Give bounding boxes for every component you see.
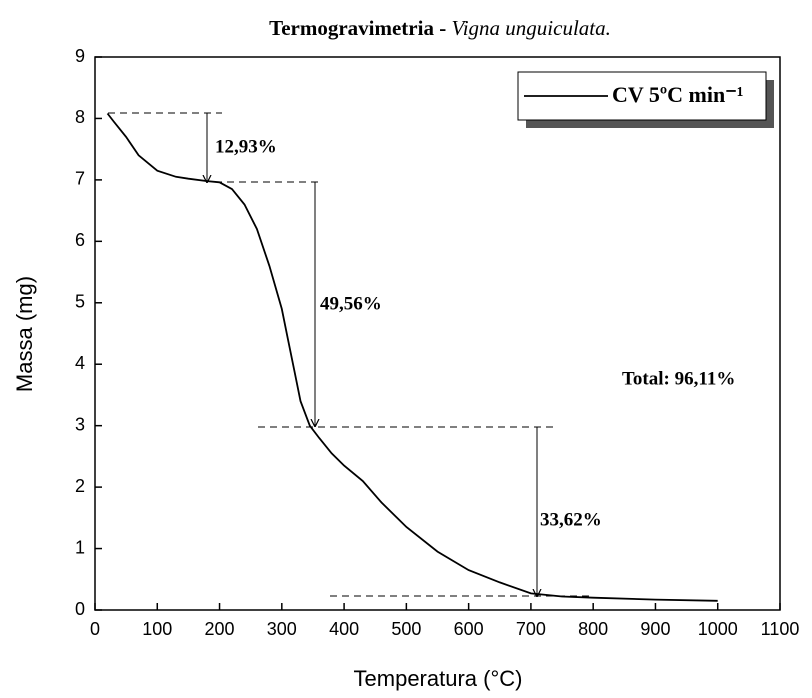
y-tick-label: 4 — [75, 353, 85, 373]
x-tick-label: 300 — [267, 619, 297, 639]
x-tick-label: 800 — [578, 619, 608, 639]
y-tick-label: 8 — [75, 107, 85, 127]
y-tick-label: 9 — [75, 46, 85, 66]
x-tick-label: 1100 — [761, 619, 800, 639]
title-species: Vigna unguiculata. — [451, 16, 610, 40]
x-tick-label: 900 — [640, 619, 670, 639]
y-tick-label: 3 — [75, 414, 85, 434]
x-tick-label: 400 — [329, 619, 359, 639]
plot-frame — [94, 56, 781, 611]
legend-label: CV 5ºC min⁻¹ — [612, 82, 743, 107]
x-tick-label: 100 — [142, 619, 172, 639]
annotation: 33,62% — [540, 509, 602, 530]
legend: CV 5ºC min⁻¹ — [517, 71, 774, 128]
data-line — [106, 112, 718, 602]
y-tick-label: 1 — [75, 537, 85, 557]
annotation: Total: 96,11% — [622, 368, 735, 389]
annotation: 49,56% — [320, 293, 382, 314]
x-tick-label: 200 — [205, 619, 235, 639]
annotation: 12,93% — [215, 136, 277, 157]
x-axis-label: Temperatura (°C) — [354, 666, 523, 691]
y-tick-label: 0 — [75, 599, 85, 619]
chart-title: Termogravimetria - Vigna unguiculata. — [269, 16, 611, 40]
y-tick-label: 5 — [75, 292, 85, 312]
y-tick-label: 6 — [75, 230, 85, 250]
title-main: Termogravimetria - — [269, 16, 451, 40]
y-axis-label: Massa (mg) — [12, 276, 37, 392]
y-tick-label: 2 — [75, 476, 85, 496]
x-tick-label: 600 — [454, 619, 484, 639]
x-tick-label: 0 — [90, 619, 100, 639]
x-tick-label: 500 — [391, 619, 421, 639]
y-tick-label: 7 — [75, 169, 85, 189]
x-tick-label: 1000 — [698, 619, 738, 639]
x-tick-label: 700 — [516, 619, 546, 639]
